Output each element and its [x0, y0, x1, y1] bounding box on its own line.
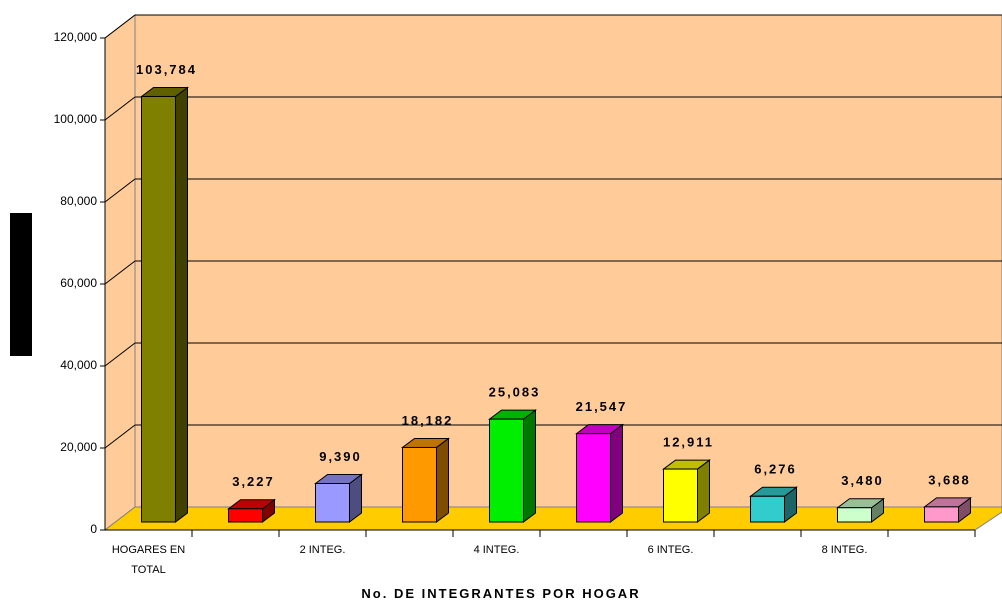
axis-title-block — [10, 213, 32, 356]
bar-front — [924, 506, 959, 523]
x-tick-label: 8 INTEG. — [821, 544, 868, 556]
value-label: 3,688 — [928, 472, 971, 487]
bar — [923, 496, 972, 523]
bar-front — [141, 95, 176, 523]
x-tick-label: 6 INTEG. — [647, 544, 694, 556]
grid-line — [104, 424, 136, 449]
grid-line — [104, 96, 136, 121]
grid-line — [104, 178, 136, 203]
bar-front — [489, 418, 524, 523]
grid-line — [104, 342, 136, 367]
bar-front — [663, 468, 698, 523]
value-label: 9,390 — [319, 449, 362, 464]
bar-side — [610, 423, 623, 523]
x-tick-label: 4 INTEG. — [473, 544, 520, 556]
bar-front — [837, 507, 872, 523]
value-label: 12,911 — [663, 435, 714, 450]
bar-front — [750, 495, 785, 523]
value-label: 6,276 — [754, 462, 797, 477]
bar — [140, 86, 189, 523]
bar — [488, 409, 537, 523]
value-label: 3,480 — [841, 473, 884, 488]
y-tick-label: 100,000 — [54, 112, 98, 126]
y-tick-label: 60,000 — [60, 276, 97, 290]
bar-front — [576, 433, 611, 523]
grid-line — [104, 260, 136, 285]
value-label: 21,547 — [576, 399, 628, 414]
bar-front — [228, 508, 263, 523]
value-label: 103,784 — [136, 62, 197, 77]
bar-side — [436, 437, 449, 523]
x-tick-label: 2 INTEG. — [299, 544, 346, 556]
value-label: 25,083 — [489, 385, 541, 400]
bar-side — [523, 409, 536, 523]
y-tick-label: 120,000 — [54, 30, 98, 44]
bar — [749, 486, 798, 523]
y-tick-label: 80,000 — [60, 194, 97, 208]
bar — [575, 423, 624, 523]
x-tick-label: HOGARES EN TOTAL — [111, 544, 186, 576]
bar-side — [175, 86, 188, 523]
x-axis-title: No. DE INTEGRANTES POR HOGAR — [361, 586, 641, 601]
bar — [662, 459, 711, 523]
y-tick-label: 0 — [90, 522, 97, 536]
bar — [227, 498, 276, 523]
bar-side — [697, 459, 710, 523]
bar-front — [402, 446, 437, 523]
bar-front — [315, 483, 350, 523]
bar — [836, 497, 885, 523]
grid-line — [104, 14, 136, 39]
bar — [401, 437, 450, 523]
value-label: 3,227 — [232, 474, 275, 489]
bar — [314, 473, 363, 523]
value-label: 18,182 — [402, 413, 454, 428]
y-tick-label: 40,000 — [60, 358, 97, 372]
y-tick-label: 20,000 — [60, 440, 97, 454]
